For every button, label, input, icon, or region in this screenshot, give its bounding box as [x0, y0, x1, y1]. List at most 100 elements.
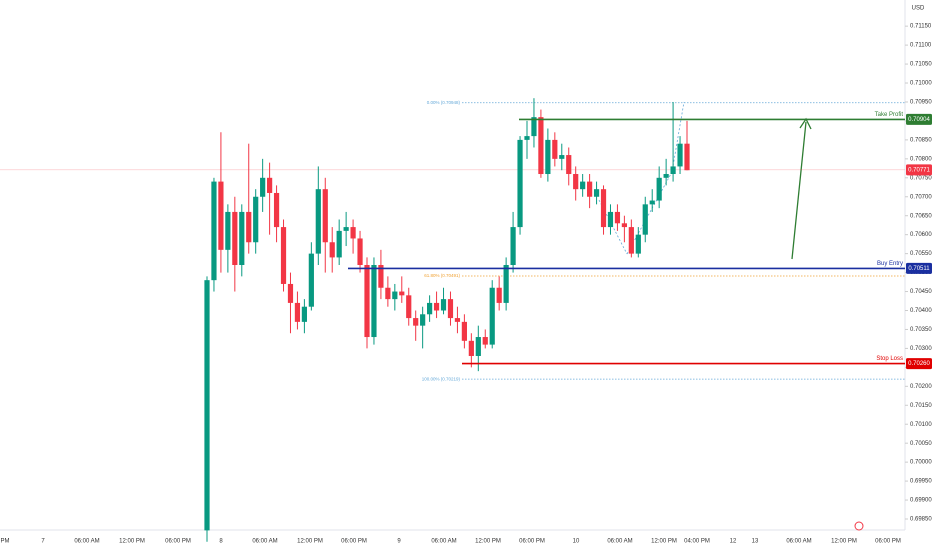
candle-body: [378, 265, 384, 288]
x-tick-label: 06:00 AM: [431, 539, 456, 545]
y-tick-label: 0.70800: [910, 156, 932, 162]
y-tick-label: 0.70200: [910, 384, 932, 390]
x-tick-label: 12: [730, 539, 737, 545]
y-tick-label: 0.71000: [910, 81, 932, 87]
candle-body: [260, 177, 266, 197]
x-tick-label: 06:00 PM: [519, 539, 545, 545]
candle-body: [273, 192, 280, 228]
current-price-label: 0.70771: [908, 167, 930, 173]
x-tick-label: 8: [219, 539, 223, 545]
candle-body: [447, 299, 454, 319]
candle-body: [573, 174, 579, 190]
candle-body: [614, 211, 621, 224]
candle-body: [413, 318, 419, 326]
level-name: Stop Loss: [876, 356, 903, 362]
y-tick-label: 0.70350: [910, 327, 932, 333]
y-tick-label: 0.69950: [910, 479, 932, 485]
x-tick-label: 06:00 AM: [74, 539, 99, 545]
y-tick-label: 0.70450: [910, 289, 932, 295]
price-tag: [906, 164, 932, 176]
candle-body: [580, 181, 586, 190]
candle-body: [420, 314, 426, 326]
level-name: Buy Entry: [877, 261, 903, 267]
candle-body: [232, 211, 238, 265]
price-tag: [906, 113, 932, 125]
y-tick-label: 0.70700: [910, 194, 932, 200]
candle-body: [621, 223, 627, 228]
event-icon[interactable]: [854, 521, 864, 531]
candle-body: [649, 200, 655, 205]
y-tick-label: 0.70400: [910, 308, 932, 314]
x-tick-label: 12:00 PM: [297, 539, 323, 545]
candle-body: [538, 117, 544, 175]
x-tick-label: 06:00 PM: [165, 539, 191, 545]
candle-body: [468, 340, 474, 356]
level-name: Take Profit: [875, 112, 904, 118]
candle-body: [280, 227, 287, 284]
x-tick-label: 7: [41, 539, 45, 545]
y-tick-label: 0.71150: [910, 24, 932, 30]
candle-body: [531, 117, 537, 137]
candle-body: [635, 234, 641, 254]
candle-body: [628, 227, 634, 254]
candle-body: [294, 302, 301, 322]
candle-body: [440, 299, 447, 311]
candle-body: [350, 227, 356, 239]
candle-body: [308, 253, 314, 307]
y-tick-label: 0.70150: [910, 403, 932, 409]
x-tick-label: 9: [397, 539, 401, 545]
candle-body: [517, 139, 523, 228]
candle-body: [454, 318, 461, 322]
currency: USD: [912, 6, 925, 12]
y-tick-label: 0.70050: [910, 441, 932, 447]
candle-body: [225, 211, 231, 250]
candle-body: [287, 283, 294, 303]
price-tag: [906, 262, 932, 274]
candle-body: [239, 211, 245, 265]
candle-body: [322, 189, 328, 243]
candle-body: [364, 265, 370, 338]
candle-body: [475, 337, 481, 356]
candle-body: [559, 155, 565, 159]
x-tick-label: 12:00 PM: [651, 539, 677, 545]
x-tick-label: 13: [752, 539, 759, 545]
candle-body: [496, 287, 502, 303]
candle-body: [482, 337, 488, 345]
candle-body: [677, 143, 683, 167]
candle-body: [399, 291, 405, 296]
target-arrow: [791, 121, 807, 260]
price-tag-label: 0.70904: [908, 117, 930, 123]
candle-body: [461, 321, 467, 341]
candle-body: [385, 287, 391, 300]
y-tick-label: 0.70650: [910, 213, 932, 219]
candle-body: [510, 227, 516, 265]
candle-body: [607, 211, 614, 228]
candle-body: [593, 189, 600, 197]
candle-body: [357, 238, 363, 265]
y-tick-label: 0.70000: [910, 460, 932, 466]
price-tag-label: 0.70260: [908, 361, 930, 367]
candle-body: [656, 177, 662, 201]
candle-body: [267, 177, 273, 193]
candle-body: [684, 143, 690, 171]
fib-label: 0.00% (0.70948): [427, 100, 461, 105]
fib-label: 61.80% (0.70491): [424, 273, 460, 278]
candle-body: [336, 230, 342, 258]
y-tick-label: 0.69900: [910, 498, 932, 504]
candle-body: [524, 136, 530, 140]
candle-body: [587, 181, 593, 197]
price-tag-label: 0.70511: [908, 266, 930, 272]
candle-body: [218, 181, 224, 250]
y-tick-label: 0.70300: [910, 346, 932, 352]
candle-body: [392, 291, 398, 300]
y-tick-label: 0.69850: [910, 517, 932, 523]
y-tick-label: 0.70750: [910, 175, 932, 181]
price-tag: [906, 358, 932, 370]
candle-body: [600, 189, 607, 228]
candle-body: [642, 204, 648, 235]
y-tick-label: 0.71050: [910, 62, 932, 68]
x-tick-label: 12:00 PM: [831, 539, 857, 545]
candle-body: [489, 287, 495, 345]
x-tick-label: 10: [573, 539, 580, 545]
